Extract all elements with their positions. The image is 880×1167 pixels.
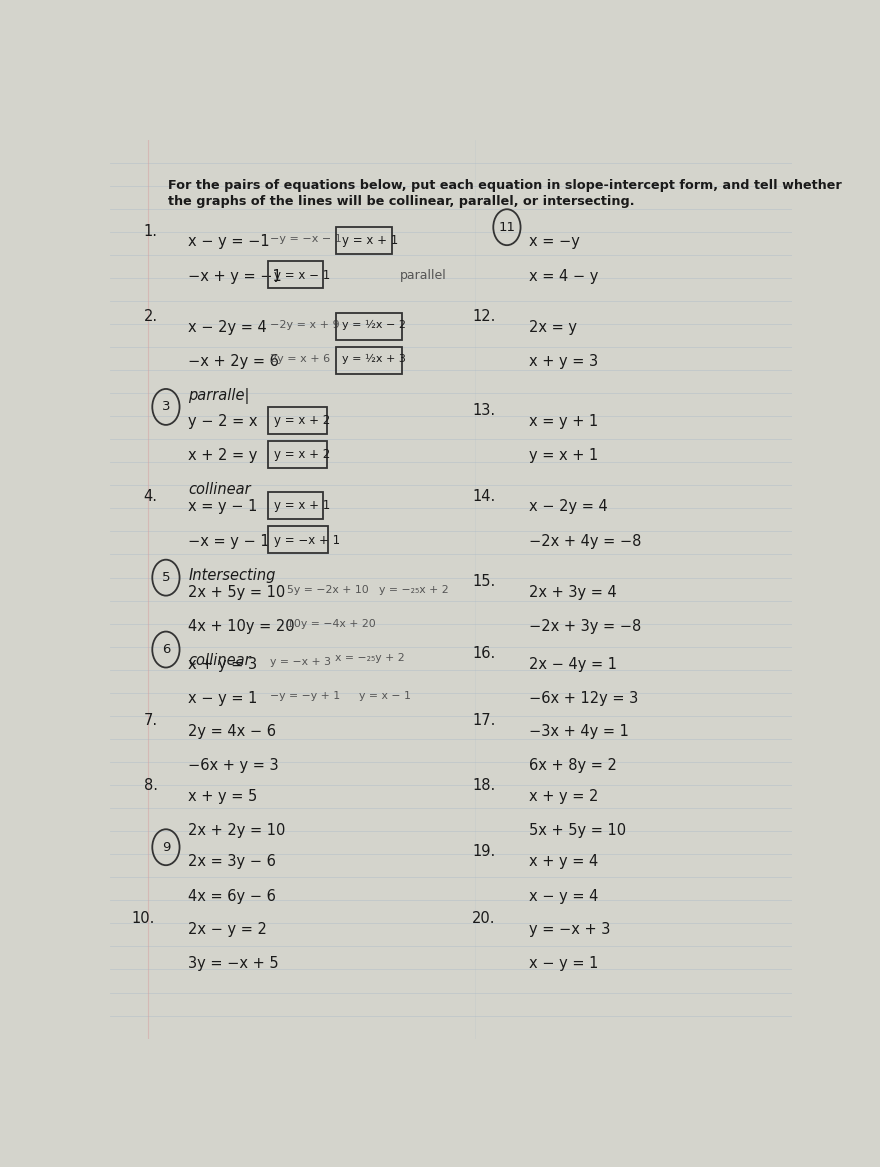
Text: 9: 9 [162,840,170,854]
Text: 5: 5 [162,571,170,585]
Text: x − 2y = 4: x − 2y = 4 [530,499,608,515]
Text: For the pairs of equations below, put each equation in slope-intercept form, and: For the pairs of equations below, put ea… [168,179,841,191]
Text: x = 4 − y: x = 4 − y [530,268,598,284]
Text: x + 2 = y: x + 2 = y [188,448,258,463]
Text: 18.: 18. [472,778,495,794]
Text: 6x + 8y = 2: 6x + 8y = 2 [530,759,617,774]
Text: 2.: 2. [143,309,158,324]
Text: parallel: parallel [400,268,446,281]
Text: y = x + 1: y = x + 1 [530,448,598,463]
Text: y = x − 1: y = x − 1 [274,268,330,281]
Text: −6x + y = 3: −6x + y = 3 [188,759,279,774]
Text: −6x + 12y = 3: −6x + 12y = 3 [530,691,639,706]
Text: y = x + 1: y = x + 1 [342,235,398,247]
Text: 7.: 7. [143,713,158,728]
Text: collinear: collinear [188,482,251,497]
Text: 16.: 16. [472,647,495,661]
Text: 12.: 12. [472,309,495,324]
Text: −x = y − 1: −x = y − 1 [188,533,270,548]
Text: 14.: 14. [472,489,495,504]
Text: x + y = 3: x + y = 3 [530,354,598,369]
Text: −2y = x + 9: −2y = x + 9 [270,320,340,330]
Text: 2x = 3y − 6: 2x = 3y − 6 [188,854,276,869]
Text: 4.: 4. [143,489,158,504]
Text: 3y = −x + 5: 3y = −x + 5 [188,956,279,971]
Text: y = −x + 3: y = −x + 3 [530,922,611,937]
Text: x − 2y = 4: x − 2y = 4 [188,320,268,335]
Text: parralle|: parralle| [188,389,250,404]
Text: y = ½x + 3: y = ½x + 3 [342,354,406,364]
Text: 13.: 13. [473,404,495,418]
Text: 10.: 10. [131,911,154,927]
Text: x + y = 4: x + y = 4 [530,854,598,869]
Text: 5x + 5y = 10: 5x + 5y = 10 [530,823,627,838]
Text: x = y − 1: x = y − 1 [188,499,258,515]
Text: collinear: collinear [188,654,251,669]
Text: x + y = 3: x + y = 3 [188,657,258,672]
Text: y = x + 2: y = x + 2 [274,448,330,461]
Text: y = x + 2: y = x + 2 [274,414,330,427]
Text: y = x − 1: y = x − 1 [359,691,411,701]
Text: y = −₂₅x + 2: y = −₂₅x + 2 [379,585,449,595]
Text: x − y = −1: x − y = −1 [188,235,270,250]
Text: 2y = 4x − 6: 2y = 4x − 6 [188,724,276,739]
Text: 3: 3 [162,400,170,413]
Text: the graphs of the lines will be collinear, parallel, or intersecting.: the graphs of the lines will be collinea… [168,195,634,208]
Text: x = −y: x = −y [530,235,580,250]
Text: 10y = −4x + 20: 10y = −4x + 20 [288,619,376,629]
Text: x − y = 4: x − y = 4 [530,888,598,903]
Text: 2x − y = 2: 2x − y = 2 [188,922,268,937]
Text: y = −x + 3: y = −x + 3 [270,657,331,666]
Text: 4x + 10y = 20: 4x + 10y = 20 [188,619,295,634]
Text: x = y + 1: x = y + 1 [530,414,598,429]
Text: x + y = 2: x + y = 2 [530,789,598,804]
Text: −y = −x − 1: −y = −x − 1 [270,235,342,244]
Text: 4x = 6y − 6: 4x = 6y − 6 [188,888,276,903]
Text: x − y = 1: x − y = 1 [188,691,258,706]
Text: y = ½x − 2: y = ½x − 2 [342,320,406,330]
Text: −2x + 4y = −8: −2x + 4y = −8 [530,533,642,548]
Text: 17.: 17. [472,713,495,728]
Text: 6: 6 [162,643,170,656]
Text: x − y = 1: x − y = 1 [530,956,598,971]
Text: 15.: 15. [472,574,495,589]
Text: 2x − 4y = 1: 2x − 4y = 1 [530,657,618,672]
Text: y = x + 1: y = x + 1 [274,499,330,512]
Text: −2x + 3y = −8: −2x + 3y = −8 [530,619,642,634]
Text: 2y = x + 6: 2y = x + 6 [270,354,330,364]
Text: 8.: 8. [143,778,158,794]
Text: 11: 11 [498,221,516,233]
Text: y = −x + 1: y = −x + 1 [274,533,340,546]
Text: 20.: 20. [472,911,495,927]
Text: x + y = 5: x + y = 5 [188,789,258,804]
Text: −x + 2y = 6: −x + 2y = 6 [188,354,279,369]
Text: x = −₂₅y + 2: x = −₂₅y + 2 [335,654,405,663]
Text: −3x + 4y = 1: −3x + 4y = 1 [530,724,629,739]
Text: 5y = −2x + 10: 5y = −2x + 10 [288,585,369,595]
Text: y − 2 = x: y − 2 = x [188,414,258,429]
Text: 19.: 19. [472,844,495,859]
Text: Intersecting: Intersecting [188,568,275,582]
Text: −y = −y + 1: −y = −y + 1 [270,691,341,701]
Text: −x + y = −1: −x + y = −1 [188,268,282,284]
Text: 2x + 3y = 4: 2x + 3y = 4 [530,585,617,600]
Text: 1.: 1. [143,224,158,238]
Text: 2x + 5y = 10: 2x + 5y = 10 [188,585,286,600]
Text: 2x = y: 2x = y [530,320,577,335]
Text: 2x + 2y = 10: 2x + 2y = 10 [188,823,286,838]
